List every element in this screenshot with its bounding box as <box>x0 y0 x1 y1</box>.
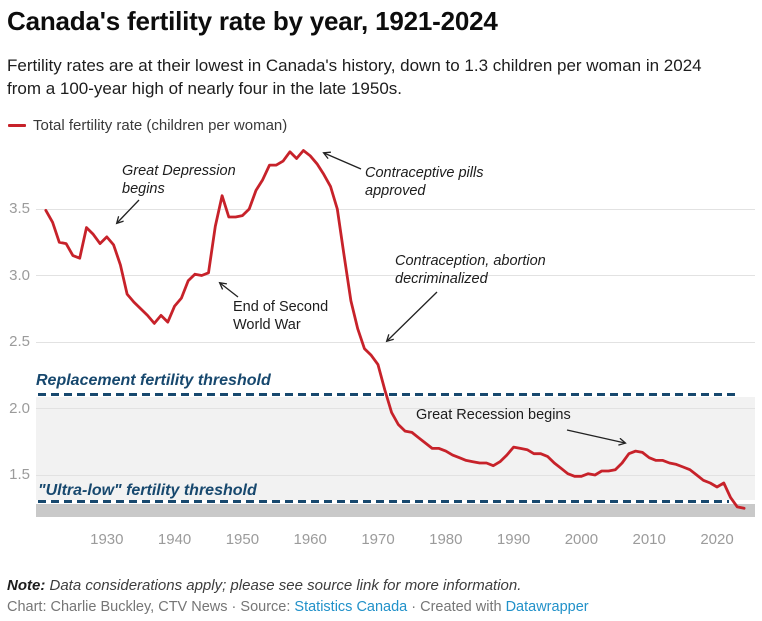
y-gridline <box>36 474 755 476</box>
y-axis-label: 1.5 <box>9 466 30 483</box>
arrow-contraception-decriminalized <box>387 291 438 341</box>
y-axis-label: 3.5 <box>9 200 30 217</box>
x-axis-label: 1950 <box>225 531 260 548</box>
source-link[interactable]: Statistics Canada <box>294 599 408 615</box>
y-gridline <box>36 408 755 409</box>
ultra-low-threshold-label: "Ultra-low" fertility threshold <box>38 482 257 499</box>
legend-label: Total fertility rate (children per woman… <box>33 117 288 134</box>
x-axis-label: 1930 <box>90 531 124 548</box>
replacement-threshold-label: Replacement fertility threshold <box>36 372 271 389</box>
credit-mid: · Created with <box>407 599 506 615</box>
legend-line-swatch <box>8 124 26 127</box>
y-gridline <box>36 208 755 210</box>
ultra-low-threshold-line <box>38 500 729 503</box>
annotation-contraceptive-pills: Contraceptive pills approved <box>365 165 484 199</box>
note-label: Note: <box>7 577 46 594</box>
arrow-great-depression <box>117 199 140 223</box>
legend: Total fertility rate (children per woman… <box>8 117 287 134</box>
y-axis-label: 3.0 <box>9 266 30 284</box>
y-gridline <box>36 341 755 343</box>
chart-note: Note: Data considerations apply; please … <box>7 577 521 594</box>
replacement-threshold-line <box>38 393 737 396</box>
x-axis-label: 2000 <box>564 531 599 548</box>
x-axis-label: 1990 <box>496 531 531 548</box>
x-axis-label: 1960 <box>293 531 327 548</box>
arrow-contraceptive-pills <box>324 153 362 170</box>
y-axis-label: 2.0 <box>9 399 30 417</box>
below-ultra-low-band <box>36 504 755 517</box>
annotation-end-of-wwii: End of Second World War <box>233 299 329 333</box>
note-text: Data considerations apply; please see so… <box>45 577 522 594</box>
credit-prefix: Chart: Charlie Buckley, CTV News · Sourc… <box>7 599 295 615</box>
annotation-contraception-decriminalized: Contraception, abortion decriminalized <box>395 253 546 287</box>
x-axis-label: 1980 <box>429 531 463 548</box>
datawrapper-link[interactable]: Datawrapper <box>505 599 589 615</box>
chart-subtitle: Fertility rates are at their lowest in C… <box>7 56 702 98</box>
y-axis-label: 2.5 <box>9 333 30 350</box>
chart-title: Canada's fertility rate by year, 1921-20… <box>7 6 498 36</box>
x-axis-label: 2010 <box>632 531 666 548</box>
annotation-great-recession: Great Recession begins <box>416 407 571 423</box>
arrow-end-of-wwii <box>220 283 239 298</box>
x-axis-label: 1940 <box>157 531 192 548</box>
x-axis-label: 1970 <box>361 531 395 548</box>
x-axis-label: 2020 <box>700 531 734 548</box>
attribution: Chart: Charlie Buckley, CTV News · Sourc… <box>7 599 589 615</box>
annotation-great-depression: Great Depression begins <box>122 163 236 197</box>
